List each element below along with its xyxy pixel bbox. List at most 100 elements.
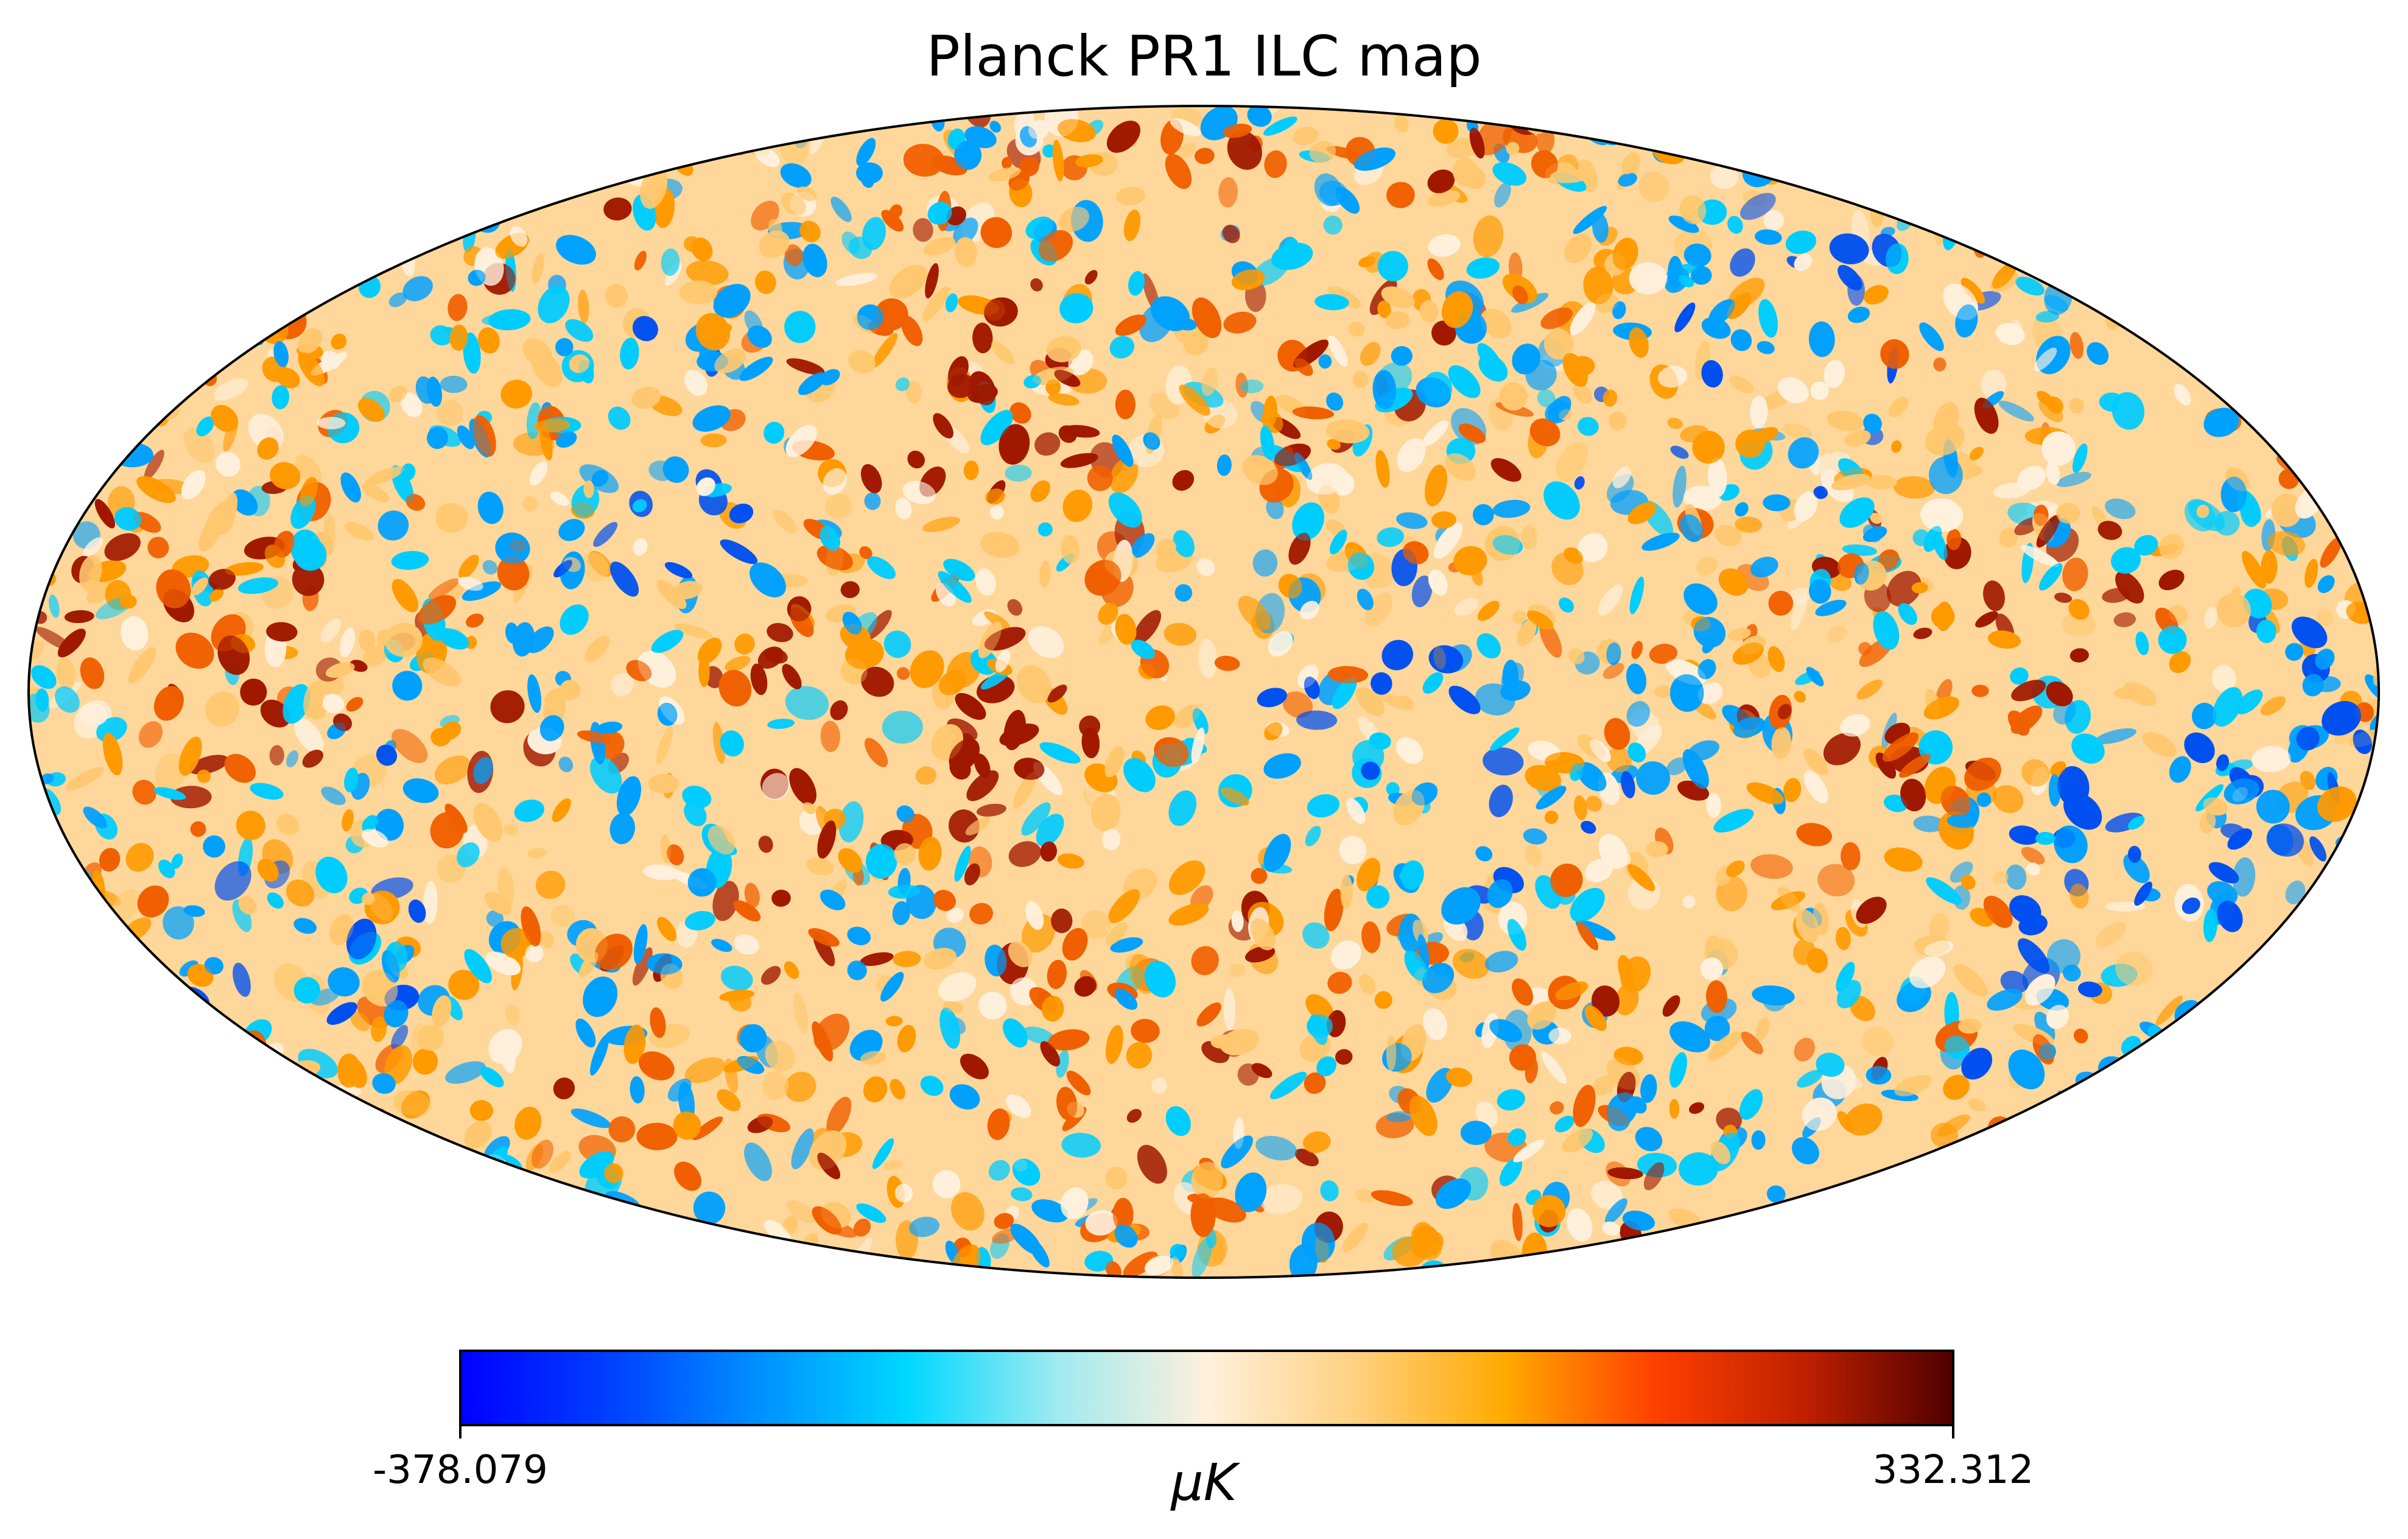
temperature-speck [2225, 385, 2241, 401]
temperature-speck [1022, 1026, 1055, 1044]
temperature-speck [1602, 663, 1624, 679]
temperature-speck [527, 848, 547, 859]
temperature-speck [1969, 446, 1984, 460]
temperature-speck [29, 538, 47, 554]
temperature-speck [2256, 418, 2297, 437]
temperature-speck [1494, 182, 1511, 208]
temperature-speck [2225, 385, 2241, 401]
temperature-speck [1296, 710, 1338, 730]
temperature-speck [1048, 393, 1079, 406]
temperature-speck [49, 594, 60, 618]
temperature-speck [1849, 995, 1875, 1021]
temperature-speck [2272, 424, 2301, 449]
temperature-speck [1710, 164, 1739, 189]
temperature-speck [784, 1071, 816, 1102]
temperature-speck [2272, 424, 2301, 449]
temperature-speck [1999, 527, 2018, 548]
temperature-speck [457, 842, 480, 868]
temperature-speck [1198, 639, 1218, 678]
temperature-speck [1696, 557, 1718, 576]
temperature-speck [725, 656, 751, 672]
temperature-speck [1178, 143, 1196, 158]
temperature-speck [36, 535, 55, 549]
temperature-speck [1573, 382, 1593, 404]
temperature-speck [744, 882, 760, 908]
temperature-speck [458, 206, 472, 230]
temperature-speck [2204, 607, 2218, 629]
temperature-speck [214, 861, 251, 901]
temperature-speck [2367, 588, 2379, 613]
temperature-speck [1643, 1162, 1665, 1191]
temperature-speck [36, 535, 55, 549]
temperature-speck [138, 721, 163, 748]
temperature-speck [1294, 1149, 1319, 1167]
temperature-speck [1574, 795, 1587, 820]
temperature-speck [1673, 465, 1687, 508]
temperature-speck [1473, 215, 1504, 258]
temperature-speck [1602, 389, 1618, 407]
temperature-speck [2000, 970, 2029, 994]
temperature-speck [1446, 106, 1464, 119]
temperature-speck [1151, 1077, 1167, 1094]
temperature-speck [295, 454, 322, 486]
temperature-speck [1196, 558, 1215, 577]
temperature-speck [2062, 557, 2088, 591]
temperature-speck [1411, 575, 1433, 608]
temperature-speck [2211, 664, 2236, 692]
temperature-speck [2339, 862, 2354, 876]
temperature-speck [1115, 389, 1136, 420]
temperature-speck [1108, 889, 1140, 923]
temperature-speck [2256, 418, 2297, 437]
map-title: Planck PR1 ILC map [926, 24, 1482, 89]
temperature-speck [1355, 1189, 1375, 1203]
temperature-speck [1240, 379, 1264, 393]
temperature-speck [1360, 342, 1381, 366]
temperature-speck [1133, 610, 1162, 645]
temperature-speck [79, 703, 108, 726]
temperature-speck [1950, 861, 1973, 883]
temperature-speck [988, 1160, 1010, 1181]
temperature-speck [269, 745, 284, 766]
temperature-speck [458, 206, 472, 230]
temperature-speck [55, 686, 80, 713]
temperature-speck [233, 962, 251, 997]
temperature-speck [1537, 389, 1556, 408]
temperature-speck [1886, 571, 1922, 607]
temperature-speck [2021, 847, 2045, 865]
temperature-speck [787, 1200, 817, 1224]
temperature-speck [2006, 864, 2027, 890]
temperature-speck [1320, 1180, 1339, 1202]
temperature-speck [2094, 728, 2136, 744]
temperature-speck [570, 1108, 611, 1129]
temperature-speck [56, 657, 75, 690]
temperature-speck [938, 972, 977, 1002]
temperature-speck [458, 206, 472, 230]
temperature-speck [1929, 912, 1950, 942]
temperature-speck [1008, 841, 1041, 867]
temperature-speck [1056, 1049, 1069, 1078]
temperature-speck [764, 647, 788, 664]
temperature-speck [762, 1071, 789, 1101]
temperature-speck [122, 949, 147, 981]
temperature-speck [611, 672, 634, 697]
temperature-speck [2232, 857, 2256, 897]
temperature-speck [1539, 621, 1562, 658]
temperature-speck [922, 516, 960, 532]
temperature-speck [213, 378, 248, 401]
temperature-speck [632, 499, 647, 513]
temperature-speck [2069, 332, 2084, 359]
temperature-speck [440, 375, 468, 393]
temperature-speck [2272, 424, 2301, 449]
temperature-speck [1750, 854, 1793, 879]
temperature-speck [2034, 1012, 2055, 1042]
temperature-speck [1323, 216, 1343, 235]
temperature-speck [1445, 138, 1479, 158]
temperature-speck [2214, 510, 2240, 536]
temperature-speck [1302, 1131, 1331, 1153]
temperature-speck [1164, 622, 1197, 646]
temperature-speck [1525, 844, 1542, 865]
temperature-speck [1007, 599, 1023, 616]
temperature-speck [293, 718, 324, 753]
temperature-speck [1028, 626, 1064, 658]
